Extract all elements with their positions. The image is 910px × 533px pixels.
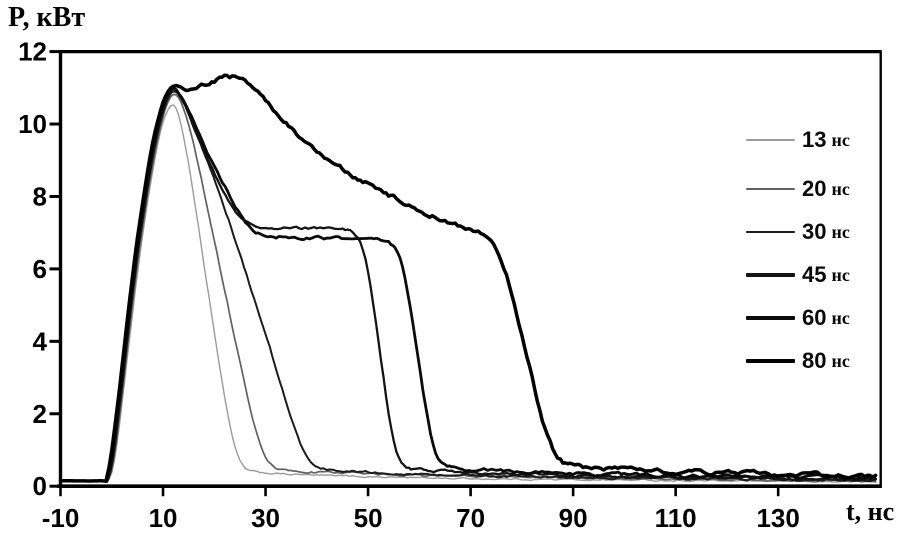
series-line-45ns (59, 87, 877, 483)
x-tick-label-70: 70 (456, 503, 485, 533)
y-axis-title: P, кВт (8, 2, 86, 33)
series-line-80ns (58, 73, 878, 484)
x-tick-label-90: 90 (559, 503, 588, 533)
y-tick-label-8: 8 (33, 181, 47, 211)
y-tick-label-4: 4 (33, 326, 48, 356)
x-tick-label-130: 130 (756, 503, 799, 533)
x-tick-label--10: -10 (42, 503, 80, 533)
series-line-20ns (59, 93, 877, 483)
y-tick-label-12: 12 (18, 37, 47, 67)
x-tick-label-50: 50 (354, 503, 383, 533)
y-tick-label-0: 0 (33, 471, 47, 501)
series-line-13ns (59, 104, 877, 484)
x-tick-label-30: 30 (251, 503, 280, 533)
y-tick-label-2: 2 (33, 399, 47, 429)
x-axis-title: t, нс (846, 497, 895, 526)
y-tick-label-6: 6 (33, 254, 47, 284)
series-line-60ns (59, 86, 877, 483)
x-tick-label-110: 110 (655, 503, 697, 533)
y-tick-label-10: 10 (18, 109, 47, 139)
series-line-30ns (59, 90, 877, 483)
x-tick-label-10: 10 (149, 503, 178, 533)
